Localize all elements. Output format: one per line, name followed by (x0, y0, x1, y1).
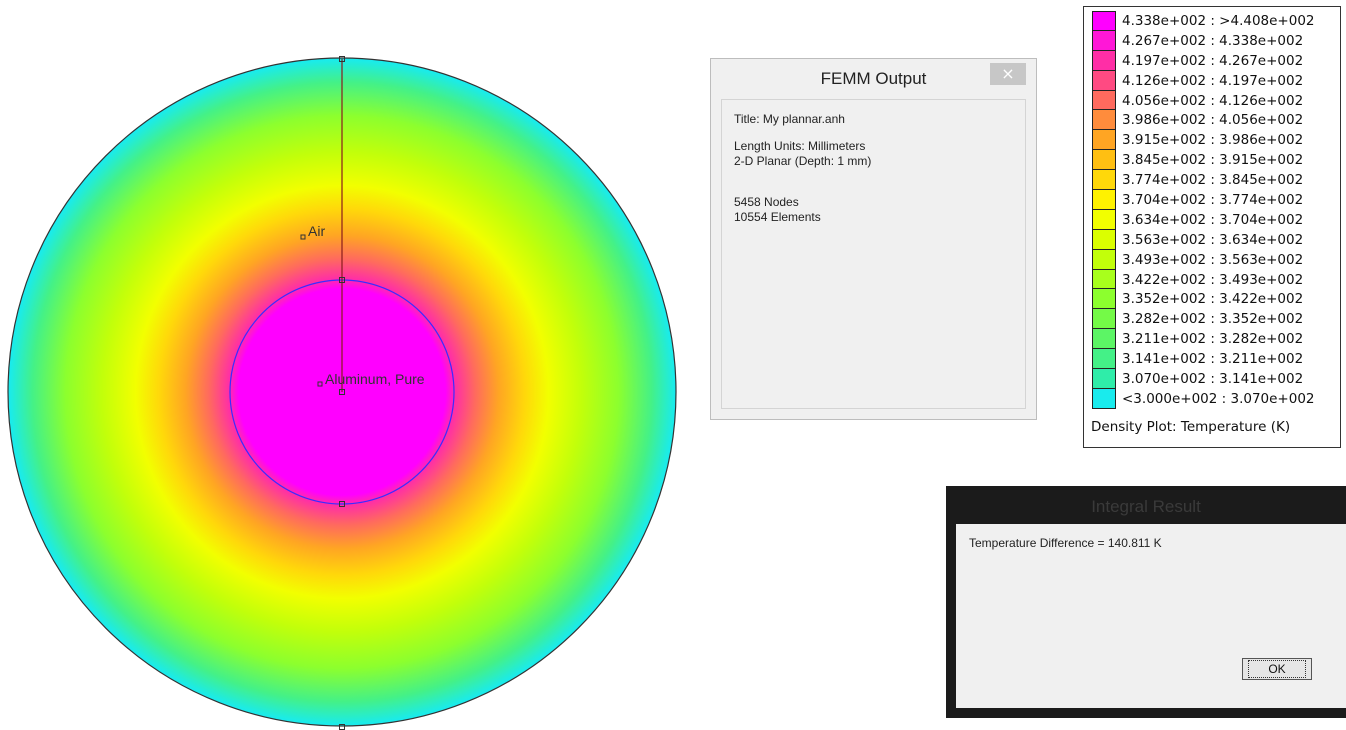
femm-output-body: Title: My plannar.anh Length Units: Mill… (721, 99, 1026, 409)
ok-button-label[interactable]: OK (1248, 660, 1306, 678)
legend-swatch (1092, 229, 1116, 250)
legend-swatch (1092, 209, 1116, 230)
output-nodes: 5458 Nodes (734, 195, 799, 209)
legend-label: 4.056e+002 : 4.126e+002 (1122, 92, 1304, 109)
legend-label: 3.915e+002 : 3.986e+002 (1122, 132, 1304, 149)
legend-label: 3.774e+002 : 3.845e+002 (1122, 172, 1304, 189)
legend-swatch (1092, 110, 1116, 131)
legend-label: 3.282e+002 : 3.352e+002 (1122, 311, 1304, 328)
legend-row: 3.282e+002 : 3.352e+002 (1092, 309, 1315, 330)
legend-row: 3.352e+002 : 3.422e+002 (1092, 289, 1315, 310)
legend-swatch (1092, 70, 1116, 91)
density-plot[interactable]: Air Aluminum, Pure (0, 0, 700, 730)
legend-swatch (1092, 349, 1116, 370)
legend-row: 3.986e+002 : 4.056e+002 (1092, 110, 1315, 131)
legend-label: 4.197e+002 : 4.267e+002 (1122, 52, 1304, 69)
legend-row: 4.126e+002 : 4.197e+002 (1092, 70, 1315, 91)
legend-label: 3.211e+002 : 3.282e+002 (1122, 331, 1304, 348)
legend-row: 3.915e+002 : 3.986e+002 (1092, 130, 1315, 151)
legend-label: 3.493e+002 : 3.563e+002 (1122, 251, 1304, 268)
legend-swatch (1092, 369, 1116, 389)
legend-row: 4.338e+002 : >4.408e+002 (1092, 11, 1315, 31)
close-button[interactable]: × (990, 63, 1026, 85)
integral-result-titlebar[interactable]: Integral Result (946, 486, 1346, 526)
legend-row: 3.563e+002 : 3.634e+002 (1092, 229, 1315, 250)
density-plot-canvas[interactable]: Air Aluminum, Pure (0, 0, 700, 730)
node-marker[interactable] (339, 389, 345, 395)
legend-label: 3.422e+002 : 3.493e+002 (1122, 271, 1304, 288)
legend-row: 3.070e+002 : 3.141e+002 (1092, 369, 1315, 389)
legend-row: 3.774e+002 : 3.845e+002 (1092, 170, 1315, 191)
legend-swatch (1092, 90, 1116, 111)
legend-row: 4.267e+002 : 4.338e+002 (1092, 30, 1315, 51)
legend-row: 3.422e+002 : 3.493e+002 (1092, 269, 1315, 290)
femm-output-titlebar[interactable]: FEMM Output × (711, 59, 1036, 95)
legend-row: 3.211e+002 : 3.282e+002 (1092, 329, 1315, 350)
legend-swatch (1092, 30, 1116, 51)
ok-button[interactable]: OK (1242, 658, 1312, 680)
femm-output-dialog: FEMM Output × Title: My plannar.anh Leng… (710, 58, 1037, 420)
output-elements: 10554 Elements (734, 210, 821, 224)
legend-swatch (1092, 130, 1116, 151)
femm-output-title: FEMM Output (820, 69, 927, 88)
legend-swatch (1092, 150, 1116, 171)
density-legend: 4.338e+002 : >4.408e+002 4.267e+002 : 4.3… (1083, 6, 1341, 448)
air-label-marker[interactable] (300, 234, 306, 240)
close-icon[interactable]: × (1001, 64, 1015, 83)
legend-row: 3.493e+002 : 3.563e+002 (1092, 249, 1315, 270)
legend-row: 3.845e+002 : 3.915e+002 (1092, 150, 1315, 171)
node-marker[interactable] (339, 56, 345, 62)
legend-caption: Density Plot: Temperature (K) (1091, 419, 1291, 435)
node-marker[interactable] (339, 277, 345, 283)
integral-result-title: Integral Result (1091, 497, 1201, 516)
legend-swatch (1092, 190, 1116, 210)
output-planar: 2-D Planar (Depth: 1 mm) (734, 154, 872, 168)
legend-swatch (1092, 249, 1116, 270)
legend-row: 3.141e+002 : 3.211e+002 (1092, 349, 1315, 370)
legend-swatch (1092, 289, 1116, 310)
legend-swatch (1092, 50, 1116, 71)
legend-label: 4.267e+002 : 4.338e+002 (1122, 32, 1304, 49)
legend-label: 3.070e+002 : 3.141e+002 (1122, 370, 1304, 387)
legend-label: 3.352e+002 : 3.422e+002 (1122, 291, 1304, 308)
legend-swatch (1092, 309, 1116, 330)
legend-label: 4.338e+002 : >4.408e+002 (1122, 12, 1315, 29)
legend-label: 3.141e+002 : 3.211e+002 (1122, 351, 1304, 368)
output-title-line: Title: My plannar.anh (734, 112, 845, 126)
aluminum-label-marker[interactable] (317, 381, 323, 387)
legend-label: <3.000e+002 : 3.070e+002 (1122, 390, 1315, 407)
legend-label: 4.126e+002 : 4.197e+002 (1122, 72, 1304, 89)
legend-row: 4.056e+002 : 4.126e+002 (1092, 90, 1315, 111)
node-marker[interactable] (339, 501, 345, 507)
integral-result-content: Temperature Difference = 140.811 K OK (956, 524, 1346, 708)
legend-swatch (1092, 11, 1116, 31)
legend-swatch (1092, 329, 1116, 350)
legend-label: 3.704e+002 : 3.774e+002 (1122, 191, 1304, 208)
integral-result-text: Temperature Difference = 140.811 K (969, 536, 1162, 550)
integral-result-dialog: Integral Result Temperature Difference =… (946, 486, 1346, 718)
aluminum-label: Aluminum, Pure (325, 371, 425, 387)
legend-swatch (1092, 388, 1116, 409)
legend-row: 4.197e+002 : 4.267e+002 (1092, 50, 1315, 71)
legend-swatch (1092, 269, 1116, 290)
legend-label: 3.563e+002 : 3.634e+002 (1122, 231, 1304, 248)
legend-swatch (1092, 170, 1116, 191)
legend-rows: 4.338e+002 : >4.408e+002 4.267e+002 : 4.3… (1092, 11, 1315, 409)
air-label: Air (308, 223, 325, 239)
legend-row: 3.634e+002 : 3.704e+002 (1092, 209, 1315, 230)
output-length-units: Length Units: Millimeters (734, 139, 866, 153)
legend-label: 3.634e+002 : 3.704e+002 (1122, 211, 1304, 228)
legend-label: 3.845e+002 : 3.915e+002 (1122, 152, 1304, 169)
legend-row: <3.000e+002 : 3.070e+002 (1092, 388, 1315, 409)
legend-row: 3.704e+002 : 3.774e+002 (1092, 190, 1315, 210)
legend-label: 3.986e+002 : 4.056e+002 (1122, 112, 1304, 129)
